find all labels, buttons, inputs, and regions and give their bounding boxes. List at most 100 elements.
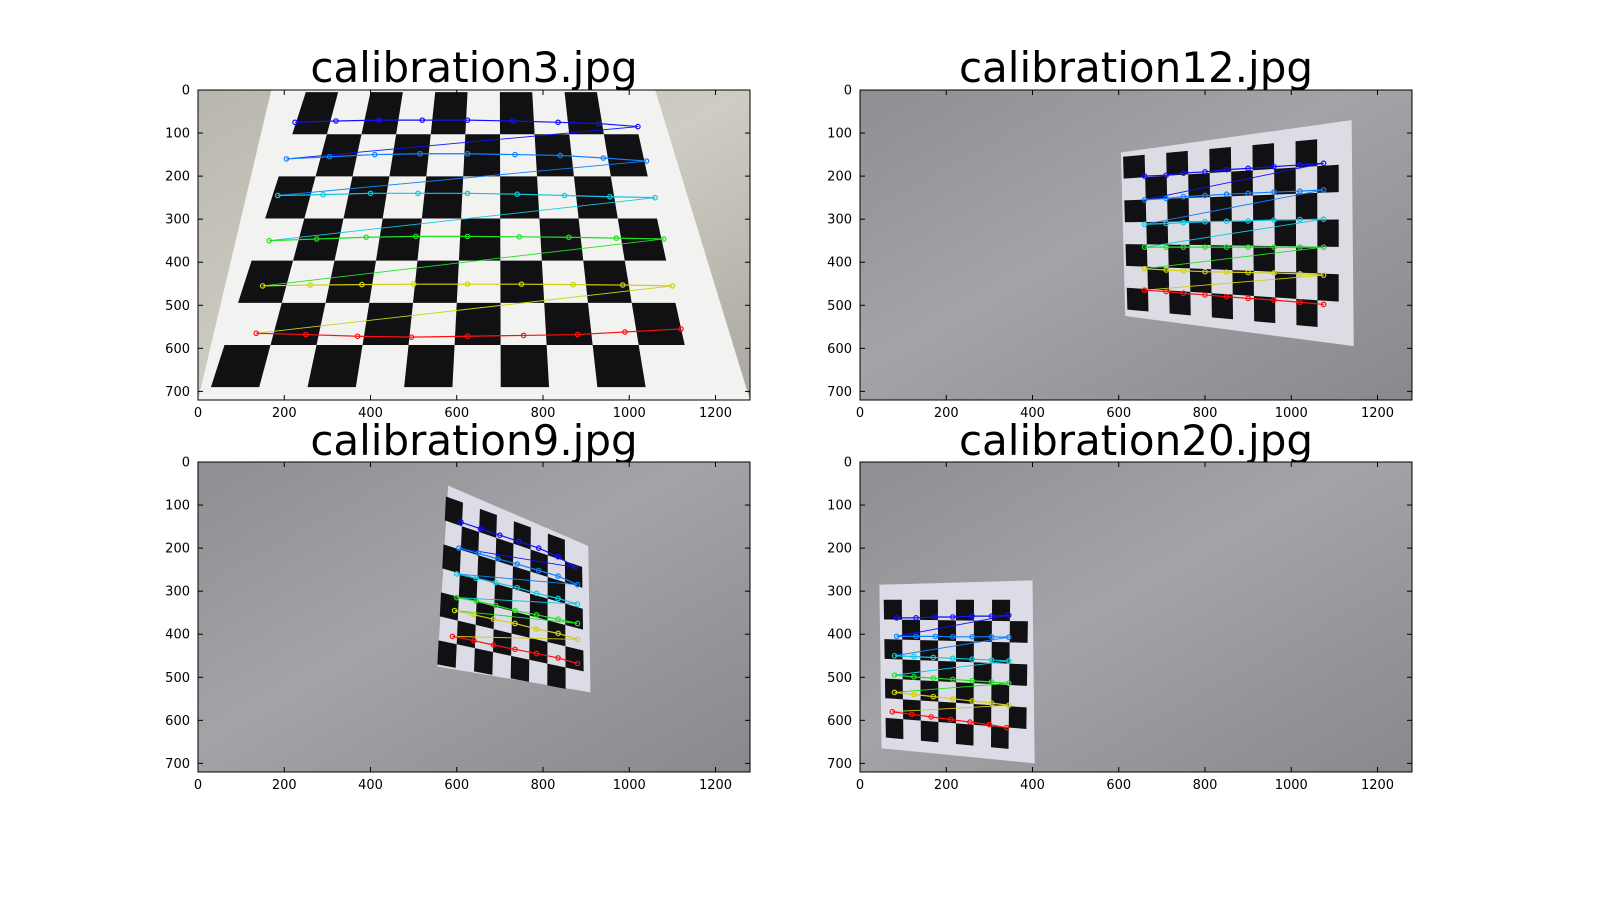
corner-row-line [1144, 218, 1324, 225]
y-tick-label: 600 [827, 342, 852, 357]
checker-square [362, 302, 414, 345]
x-tick-label: 1200 [699, 778, 732, 793]
corner-point [1223, 244, 1230, 250]
y-tick-label: 300 [165, 213, 190, 228]
checker-square [479, 508, 497, 538]
corner-point [891, 652, 898, 659]
corner-connector [896, 614, 1009, 637]
corner-row-line [456, 597, 578, 625]
corner-row-line [458, 547, 578, 586]
x-tick-label: 800 [531, 778, 556, 793]
checker-square [973, 620, 992, 642]
checker-square [1124, 199, 1147, 223]
corner-point [451, 607, 458, 614]
x-tick-label: 600 [1106, 778, 1131, 793]
corner-point [555, 630, 561, 637]
y-tick-label: 700 [827, 385, 852, 400]
checker-square [437, 640, 457, 668]
corner-point [1223, 269, 1230, 275]
checker-square [375, 218, 422, 261]
corner-point [1163, 288, 1169, 295]
corner-point [372, 151, 378, 158]
checker-square [573, 176, 618, 219]
corner-row-line [256, 328, 682, 338]
corner-point [574, 636, 581, 643]
checker-square [404, 344, 455, 388]
x-tick-label: 0 [856, 406, 864, 421]
x-tick-label: 1200 [1361, 778, 1394, 793]
corner-point [492, 579, 499, 586]
x-tick-label: 200 [272, 778, 297, 793]
y-tick-label: 400 [827, 256, 852, 271]
checker-square [973, 703, 992, 727]
corner-point [494, 556, 501, 562]
corner-point [969, 698, 975, 704]
checker-square [1274, 167, 1296, 195]
corner-point [1180, 219, 1187, 226]
checker-square [530, 549, 548, 577]
corner-point [1202, 292, 1208, 298]
checker-square [565, 646, 584, 672]
corner-point [510, 118, 516, 124]
checker-square [210, 344, 271, 388]
corner-point [622, 329, 628, 335]
checker-square [631, 302, 685, 345]
corner-point [913, 633, 919, 640]
corner-point [464, 333, 471, 340]
corner-point [520, 332, 527, 339]
corner-point [292, 119, 298, 126]
checker-square [361, 92, 403, 135]
corner-connector [1144, 162, 1324, 201]
checker-square [1274, 220, 1297, 247]
x-tick-label: 600 [1106, 406, 1131, 421]
corner-point [1297, 244, 1303, 250]
corner-point [988, 679, 995, 685]
corner-row-line [277, 192, 656, 199]
corner-point [283, 156, 290, 162]
corner-connector [269, 197, 656, 242]
checker-square [1253, 296, 1276, 324]
corner-point [930, 675, 937, 681]
checker-square [938, 660, 956, 683]
corner-point [635, 123, 641, 130]
checker-square [1231, 220, 1254, 246]
corner-point [969, 634, 975, 640]
corner-point [1005, 612, 1012, 619]
corner-point [613, 235, 620, 241]
corner-point [967, 719, 973, 725]
checker-square [492, 629, 512, 656]
corner-point [313, 236, 320, 242]
corner-point [928, 714, 934, 720]
checker-square [1317, 273, 1339, 302]
corner-point [908, 711, 915, 718]
corner-connector [262, 238, 664, 287]
checker-square [884, 678, 903, 700]
corner-point [516, 234, 523, 240]
checker-square [1123, 154, 1146, 179]
y-tick-label: 200 [827, 170, 852, 185]
corner-connector [277, 160, 647, 196]
image-area [859, 89, 1413, 401]
axes-frame [197, 89, 751, 401]
checker-square [1253, 245, 1275, 272]
y-tick-label: 100 [165, 499, 190, 514]
corner-point [1202, 244, 1208, 250]
y-tick-label: 0 [182, 84, 190, 99]
corner-point [1223, 293, 1230, 300]
checker-square [1009, 621, 1028, 643]
corner-point [1320, 187, 1327, 193]
checker-square [1274, 271, 1297, 299]
x-tick-label: 800 [531, 406, 556, 421]
corner-point [555, 616, 561, 622]
checker-square [884, 639, 903, 660]
corner-point [512, 646, 518, 653]
checker-square [494, 583, 513, 612]
corner-point [949, 696, 956, 702]
corner-point [333, 118, 339, 124]
x-tick-label: 400 [1020, 778, 1045, 793]
checker-square [991, 641, 1010, 664]
image-area [197, 89, 751, 401]
corner-point [949, 676, 956, 683]
checker-square [1296, 298, 1318, 328]
corner-row-line [896, 635, 1009, 638]
